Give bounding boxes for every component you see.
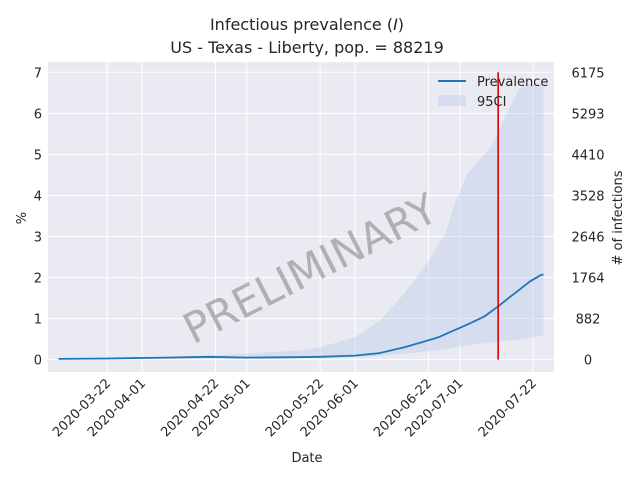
legend-label-prevalence: Prevalence: [477, 75, 548, 90]
right-tick-label: 1764: [571, 272, 604, 287]
y-tick-label: 3: [34, 231, 42, 246]
y-axis-label: %: [15, 212, 30, 224]
legend-label-95ci: 95CI: [477, 95, 506, 110]
chart-title-part3: ): [398, 15, 404, 34]
right-tick-label: 5293: [571, 107, 604, 122]
chart-title: Infectious prevalence (I): [210, 15, 404, 34]
y-tick-label: 2: [34, 272, 42, 287]
y-tick-label: 7: [34, 66, 42, 81]
y-tick-label: 6: [34, 107, 42, 122]
right-tick-label: 882: [576, 313, 601, 328]
y-tick-label: 0: [34, 354, 42, 369]
y-ticks: 0 1 2 3 4 5 6 7: [34, 66, 42, 368]
x-axis-label: Date: [291, 451, 322, 466]
x-tick-label: 2020-07-22: [476, 376, 540, 440]
chart-title-italic: I: [393, 15, 398, 34]
legend: Prevalence 95CI: [438, 75, 548, 110]
gridlines: [48, 62, 554, 372]
y-tick-label: 1: [34, 313, 42, 328]
series-line-prevalence: [58, 273, 544, 360]
chart-title-part1: Infectious prevalence (: [210, 15, 393, 34]
y-axis-label-right: # of infections: [611, 170, 626, 265]
ci-band-layer: [58, 84, 544, 360]
right-tick-label: 3528: [571, 189, 604, 204]
y-ticks-right: 0 882 1764 2646 3528 4410 5293 6175: [571, 66, 604, 368]
legend-swatch-95ci: [438, 95, 466, 106]
right-tick-label: 2646: [571, 231, 604, 246]
chart-subtitle: US - Texas - Liberty, pop. = 88219: [170, 38, 444, 57]
y-tick-label: 4: [34, 189, 42, 204]
y-tick-label: 5: [34, 148, 42, 163]
ci-band-95: [58, 84, 544, 360]
right-tick-label: 6175: [571, 66, 604, 81]
right-tick-label: 0: [584, 354, 592, 369]
right-tick-label: 4410: [571, 148, 604, 163]
series-layer: [58, 273, 544, 360]
